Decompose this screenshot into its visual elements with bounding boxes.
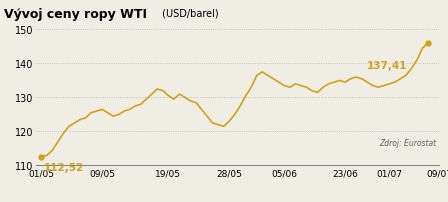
Text: (USD/barel): (USD/barel): [159, 8, 219, 18]
Text: 112,52: 112,52: [44, 162, 84, 172]
Text: Zdroj: Eurostat: Zdroj: Eurostat: [379, 138, 436, 147]
Text: Vývoj ceny ropy WTI: Vývoj ceny ropy WTI: [4, 8, 147, 21]
Text: 137,41: 137,41: [367, 61, 408, 71]
